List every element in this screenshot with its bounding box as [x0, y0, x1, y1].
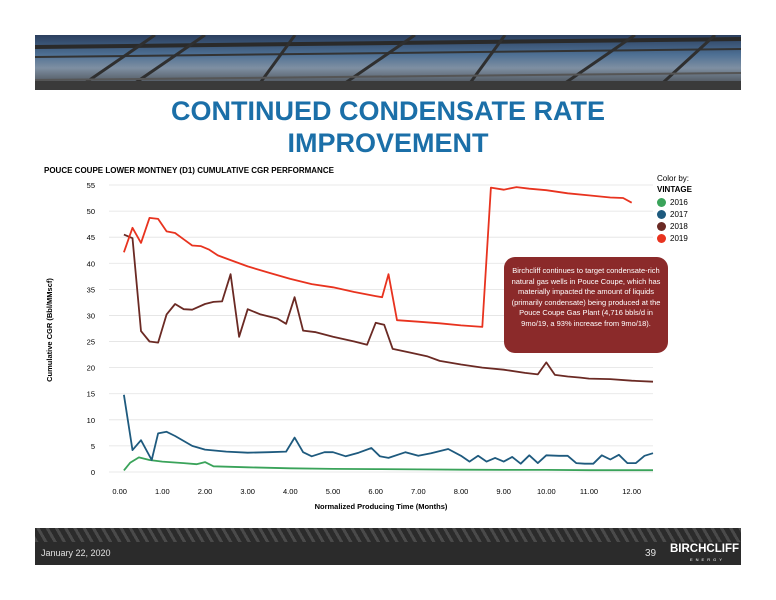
legend-label: 2019 — [670, 233, 688, 243]
slide-date: January 22, 2020 — [41, 548, 111, 558]
legend-header: Color by: — [657, 174, 690, 183]
y-tick-label: 55 — [87, 181, 95, 190]
x-tick-label: 3.00 — [240, 487, 255, 496]
x-axis-label: Normalized Producing Time (Months) — [315, 502, 448, 511]
y-tick-label: 5 — [91, 442, 95, 451]
chart-title: POUCE COUPE LOWER MONTNEY (D1) CUMULATIV… — [44, 166, 334, 175]
page-number: 39 — [645, 548, 657, 559]
legend-item-2016[interactable]: 2016 — [657, 196, 692, 208]
y-tick-label: 40 — [87, 259, 95, 268]
legend-swatch-2019 — [657, 233, 666, 243]
x-tick-label: 6.00 — [368, 487, 383, 496]
x-tick-label: 0.00 — [112, 487, 127, 496]
series-line-2019 — [123, 186, 633, 328]
company-logo-subtext: ENERGY — [690, 557, 725, 562]
x-tick-label: 11.00 — [580, 487, 598, 496]
y-axis-label: Cumulative CGR (Bbl/MMscf) — [45, 278, 54, 382]
x-tick-label: 7.00 — [411, 487, 426, 496]
x-tick-label: 12.00 — [622, 487, 641, 496]
callout-box: Birchcliff continues to target condensat… — [504, 257, 668, 353]
y-tick-label: 30 — [87, 311, 95, 320]
legend-item-2018[interactable]: 2018 — [657, 220, 692, 232]
legend: Color by: VINTAGE 2016 2017 2018 2019 — [657, 174, 692, 244]
x-tick-label: 4.00 — [283, 487, 298, 496]
x-tick-label: 8.00 — [454, 487, 469, 496]
legend-label: 2016 — [670, 197, 688, 207]
footer-bar: January 22, 2020 39 BIRCHCLIFF ENERGY — [35, 528, 741, 565]
series-line-2018 — [123, 233, 654, 383]
y-tick-label: 10 — [87, 416, 95, 425]
legend-subheader: VINTAGE — [657, 185, 692, 194]
series-line-2016 — [123, 456, 653, 472]
company-logo: BIRCHCLIFF — [670, 543, 739, 555]
legend-swatch-2017 — [657, 209, 666, 219]
x-tick-label: 2.00 — [198, 487, 213, 496]
header-banner-image — [35, 35, 741, 90]
slide-title-line2: IMPROVEMENT — [287, 128, 489, 158]
footer-pattern — [35, 528, 741, 542]
y-tick-label: 25 — [87, 338, 95, 347]
y-tick-label: 50 — [87, 207, 95, 216]
legend-label: 2017 — [670, 209, 688, 219]
slide-title-line1: CONTINUED CONDENSATE RATE — [170, 96, 605, 126]
series-line-2017 — [123, 394, 654, 465]
x-tick-label: 9.00 — [496, 487, 511, 496]
x-tick-label: 10.00 — [537, 487, 556, 496]
legend-swatch-2016 — [657, 197, 666, 207]
legend-item-2017[interactable]: 2017 — [657, 208, 692, 220]
x-tick-label: 1.00 — [155, 487, 170, 496]
y-tick-label: 45 — [87, 233, 95, 242]
x-tick-label: 5.00 — [326, 487, 341, 496]
legend-label: 2018 — [670, 221, 688, 231]
y-tick-label: 20 — [87, 364, 95, 373]
y-tick-label: 15 — [87, 390, 95, 399]
legend-swatch-2018 — [657, 221, 666, 231]
y-tick-label: 0 — [91, 468, 95, 477]
slide-title: CONTINUED CONDENSATE RATE IMPROVEMENT — [35, 95, 741, 159]
y-tick-label: 35 — [87, 285, 95, 294]
legend-item-2019[interactable]: 2019 — [657, 232, 692, 244]
